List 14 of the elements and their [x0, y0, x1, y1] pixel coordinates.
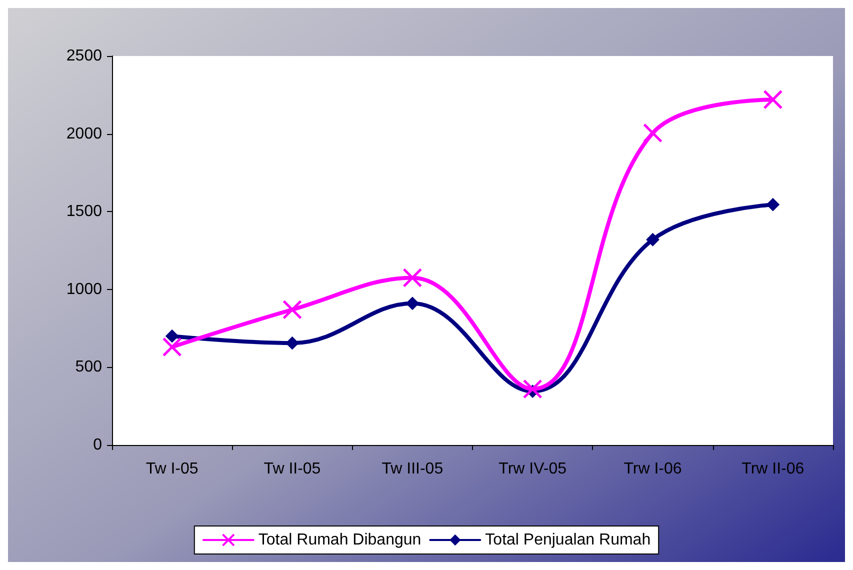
legend-label: Total Penjualan Rumah [485, 532, 651, 548]
x-tick-label: Tw I-05 [146, 460, 198, 478]
y-tick-label: 1500 [66, 203, 102, 220]
x-tick-label: Trw IV-05 [498, 460, 567, 478]
legend-label: Total Rumah Dibangun [258, 532, 422, 548]
y-tick-label: 1000 [66, 280, 102, 298]
x-tick-label: Trw I-06 [624, 460, 682, 478]
y-tick-label: 2500 [66, 48, 102, 64]
x-tick-label: Tw II-05 [264, 460, 321, 478]
x-tick-label: Tw III-05 [382, 460, 444, 478]
x-tick-label: Trw II-06 [742, 460, 804, 478]
y-tick-label: 0 [93, 436, 102, 454]
y-tick-label: 500 [75, 358, 102, 376]
y-tick-label: 2000 [66, 125, 102, 142]
